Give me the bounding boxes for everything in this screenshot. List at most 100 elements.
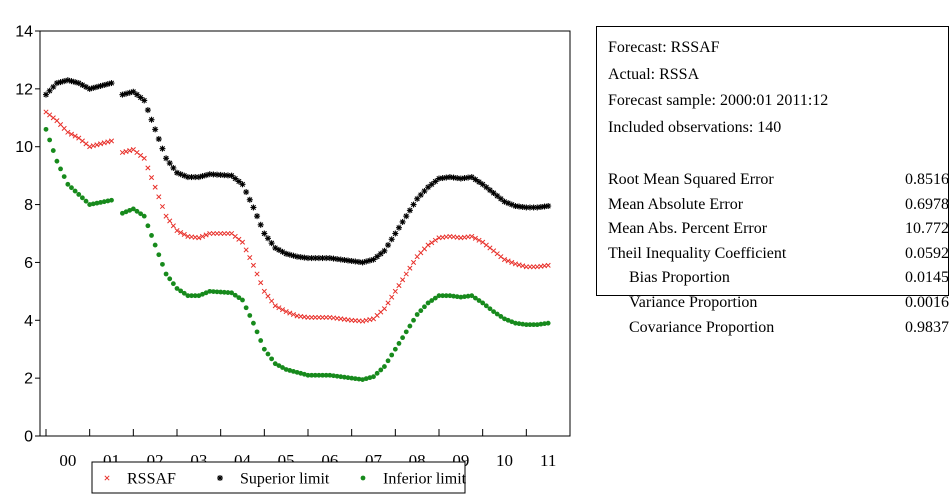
data-point <box>83 141 89 147</box>
data-point <box>407 323 413 329</box>
data-point <box>79 138 85 144</box>
data-point <box>159 203 165 210</box>
data-point <box>236 236 242 242</box>
data-point <box>378 367 384 373</box>
data-point <box>94 200 100 206</box>
data-point <box>338 374 344 380</box>
stat-value: 0.983795 <box>905 318 949 336</box>
data-point <box>247 313 253 318</box>
data-point <box>120 210 125 216</box>
series-layer <box>43 77 552 382</box>
data-point <box>542 321 547 327</box>
data-point <box>381 247 388 254</box>
data-point <box>392 288 398 294</box>
data-point <box>127 207 133 213</box>
stat-value: 0.851624 <box>905 171 949 188</box>
data-point <box>523 322 529 328</box>
data-point <box>425 242 431 248</box>
data-point <box>399 218 406 225</box>
data-point <box>105 139 111 145</box>
data-point <box>331 373 336 379</box>
data-point <box>170 281 176 287</box>
data-point <box>170 223 176 229</box>
data-point <box>403 213 410 220</box>
data-point <box>513 320 518 326</box>
data-point <box>363 376 369 382</box>
data-point <box>138 152 144 158</box>
legend-label: Inferior limit <box>383 471 467 488</box>
data-point <box>287 368 293 373</box>
data-point <box>257 221 264 228</box>
data-point <box>149 233 154 238</box>
data-point <box>210 289 216 294</box>
y-tick-label: 6 <box>24 255 33 272</box>
data-point <box>491 248 497 254</box>
data-point <box>360 377 365 382</box>
data-point <box>352 376 358 382</box>
data-point <box>196 235 202 241</box>
data-point <box>516 321 522 327</box>
data-point <box>502 316 507 322</box>
data-point <box>134 208 140 214</box>
data-point <box>406 207 413 214</box>
data-point <box>494 251 500 257</box>
data-point <box>472 295 478 301</box>
data-point <box>403 329 409 335</box>
data-point <box>43 91 49 98</box>
data-point <box>283 367 289 372</box>
stats-table: Root Mean Squared Error 0.851624 Mean Abso… <box>608 168 949 341</box>
data-point <box>236 295 242 301</box>
data-point <box>432 295 438 301</box>
data-point <box>127 148 133 154</box>
data-point <box>520 263 526 269</box>
forecast-stats-panel: Forecast: RSSAF Actual: RSSA Forecast samp… <box>596 26 949 336</box>
data-point <box>47 137 53 143</box>
data-point <box>320 372 325 378</box>
data-point <box>421 188 428 195</box>
data-point <box>155 136 162 142</box>
data-point <box>203 232 209 238</box>
data-point <box>145 165 151 171</box>
data-point <box>374 370 380 376</box>
stat-label: Mean Absolute Error <box>608 195 744 213</box>
data-point <box>232 292 238 298</box>
data-point <box>134 149 140 156</box>
stat-label: Mean Abs. Percent Error <box>608 220 768 238</box>
data-point <box>472 235 478 241</box>
data-point <box>65 129 71 135</box>
stats-header-line: Forecast sample: 2000:01 2011:12 <box>608 92 829 109</box>
data-point <box>196 293 202 299</box>
data-point <box>261 230 268 237</box>
data-point <box>167 276 173 282</box>
data-point <box>152 242 158 248</box>
data-point <box>355 258 362 265</box>
stats-header-line: Included observations: 140 <box>608 118 782 136</box>
data-point <box>465 293 471 299</box>
data-point <box>385 300 391 306</box>
data-point <box>447 293 453 299</box>
data-point <box>166 160 173 167</box>
data-point <box>396 283 402 289</box>
data-point <box>411 317 416 323</box>
legend-label: RSSAF <box>127 471 176 488</box>
data-point <box>421 246 427 252</box>
stat-value: 0.014552 <box>905 269 949 287</box>
stat-row: Covariance Proportion 0.983795 <box>608 316 949 341</box>
data-point <box>360 318 366 324</box>
data-point <box>417 191 424 198</box>
data-point <box>261 346 267 352</box>
data-point <box>392 230 399 237</box>
data-point <box>174 228 180 234</box>
data-point <box>98 141 104 147</box>
data-point <box>246 196 253 203</box>
data-point <box>65 181 71 187</box>
data-point <box>258 280 264 286</box>
data-point <box>280 365 285 370</box>
data-point <box>58 121 64 128</box>
data-point <box>50 148 56 153</box>
data-point <box>145 223 151 229</box>
data-point <box>251 320 256 326</box>
data-point <box>505 317 511 323</box>
data-point <box>76 192 82 197</box>
